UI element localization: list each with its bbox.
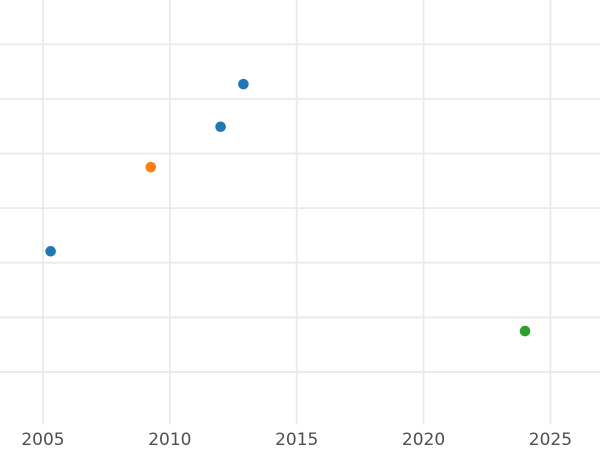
green-series-point (519, 325, 531, 337)
x-tick-label: 2020 (402, 430, 445, 450)
x-tick-label: 2025 (529, 430, 572, 450)
x-tick-label: 2015 (275, 430, 318, 450)
blue-series-point (215, 121, 226, 133)
blue-series-point (238, 78, 249, 90)
orange-series-point (145, 161, 157, 173)
x-tick-label: 2010 (148, 430, 191, 450)
x-tick-label: 2005 (21, 430, 64, 450)
blue-series-point (45, 246, 56, 257)
